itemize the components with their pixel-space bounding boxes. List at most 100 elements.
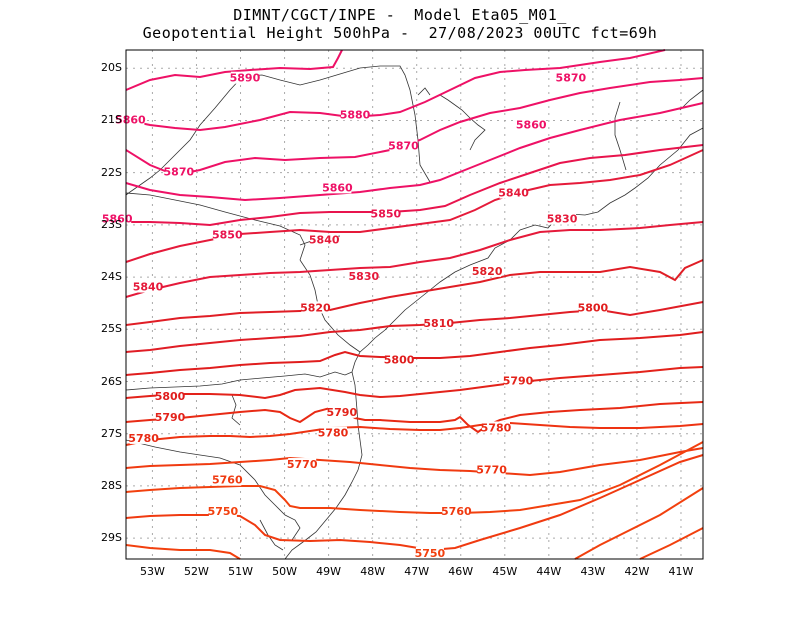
contour-label-bg [504, 374, 533, 387]
contour-label: 5830 [547, 213, 578, 226]
contour-label-bg [230, 71, 259, 84]
contour-label-bg [103, 212, 132, 225]
contour-label: 5800 [155, 390, 186, 403]
contour-label-bg [116, 113, 145, 126]
contour-label-bg [481, 421, 510, 434]
contour-label: 5890 [230, 72, 261, 85]
lon-tick-label: 53W [139, 565, 165, 578]
coastline-segment [125, 371, 353, 391]
contour-label: 5860 [102, 213, 133, 226]
contour-label-bg [164, 165, 193, 178]
contour-label: 5790 [155, 411, 186, 424]
contour-label-bg [415, 546, 444, 559]
contour-line [125, 421, 704, 446]
contour-label-bg [556, 71, 585, 84]
lon-tick-label: 52W [184, 565, 209, 578]
contour-label-bg [208, 505, 237, 518]
lon-tick-label: 49W [316, 565, 342, 578]
contour-line [125, 366, 704, 400]
contour-label-bg [578, 301, 607, 314]
coastline-segment [125, 192, 306, 261]
lon-tick-label: 46W [448, 565, 474, 578]
coastline-segment [125, 439, 301, 541]
contour-line [125, 544, 241, 560]
contour-label: 5790 [503, 375, 534, 388]
contour-label-bg [499, 186, 528, 199]
coastline-segment [231, 394, 241, 426]
contour-label-bg [327, 405, 356, 418]
lat-tick-label: 28S [101, 478, 122, 492]
coastline-segment [284, 127, 704, 560]
contour-label: 5830 [349, 270, 380, 283]
lon-tick-label: 44W [536, 565, 562, 578]
lon-tick-label: 47W [404, 565, 430, 578]
contour-line [125, 447, 704, 477]
contour-label: 5780 [128, 432, 159, 445]
contour-line [125, 77, 704, 177]
contour-label: 5860 [322, 181, 353, 194]
contour-label-bg [371, 207, 400, 220]
contour-label: 5820 [472, 265, 503, 278]
coastline-segment [614, 101, 627, 171]
contour-line [125, 401, 704, 434]
contour-label: 5750 [208, 505, 239, 518]
lon-tick-label: 42W [624, 565, 650, 578]
contour-label-bg [341, 108, 370, 121]
lon-tick-label: 41W [668, 565, 694, 578]
contour-label: 5870 [556, 72, 587, 85]
map-frame [125, 49, 704, 560]
contour-label: 5790 [327, 406, 358, 419]
contour-label-bg [319, 426, 348, 439]
coastline-segment [454, 104, 486, 151]
contour-label-bg [156, 390, 185, 403]
contour-label: 5870 [388, 140, 419, 153]
contour-label: 5820 [300, 301, 331, 314]
contour-label: 5780 [318, 427, 349, 440]
lon-tick-label: 51W [228, 565, 253, 578]
contour-label-bg [517, 118, 546, 131]
contour-line [574, 487, 704, 560]
contour-label-bg [477, 463, 506, 476]
lat-tick-label: 24S [101, 270, 122, 284]
contour-label: 5850 [212, 228, 243, 241]
coastline-segment [259, 519, 284, 551]
chart-title-line2: Geopotential Height 500hPa - 27/08/2023 … [142, 24, 658, 42]
contour-label: 5840 [498, 187, 529, 200]
contour-label-bg [301, 301, 330, 314]
lat-tick-label: 29S [101, 531, 122, 545]
contour-label-bg [385, 353, 414, 366]
lat-tick-label: 21S [101, 113, 122, 127]
lat-tick-label: 26S [101, 374, 122, 388]
contour-label: 5770 [476, 463, 507, 476]
lat-tick-label: 27S [101, 426, 122, 440]
contour-label-bg [442, 505, 471, 518]
contour-label-bg [323, 181, 352, 194]
contour-label: 5760 [212, 474, 243, 487]
contour-label-bg [134, 280, 163, 293]
height-contours [125, 49, 704, 560]
contour-label: 5880 [340, 108, 371, 121]
lat-tick-label: 22S [101, 165, 122, 179]
contour-label-bg [349, 270, 378, 283]
contour-label: 5870 [164, 166, 195, 179]
contour-label-bg [389, 139, 418, 152]
contour-line [125, 49, 343, 91]
contour-label-bg [548, 212, 577, 225]
contour-label: 5760 [441, 505, 472, 518]
contour-label: 5780 [481, 421, 512, 434]
lat-tick-label: 25S [101, 322, 122, 336]
lon-tick-label: 48W [360, 565, 386, 578]
contour-label: 5840 [133, 281, 164, 294]
contour-label: 5800 [578, 301, 609, 314]
contour-label: 5810 [423, 317, 454, 330]
contour-label-bg [473, 264, 502, 277]
lon-tick-label: 45W [492, 565, 518, 578]
contour-label: 5800 [384, 354, 415, 367]
contour-label-bg [156, 411, 185, 424]
contour-label: 5840 [309, 234, 340, 247]
contour-line [125, 221, 704, 298]
contour-line [125, 301, 704, 353]
contour-label: 5850 [371, 207, 402, 220]
contour-label: 5770 [287, 458, 318, 471]
